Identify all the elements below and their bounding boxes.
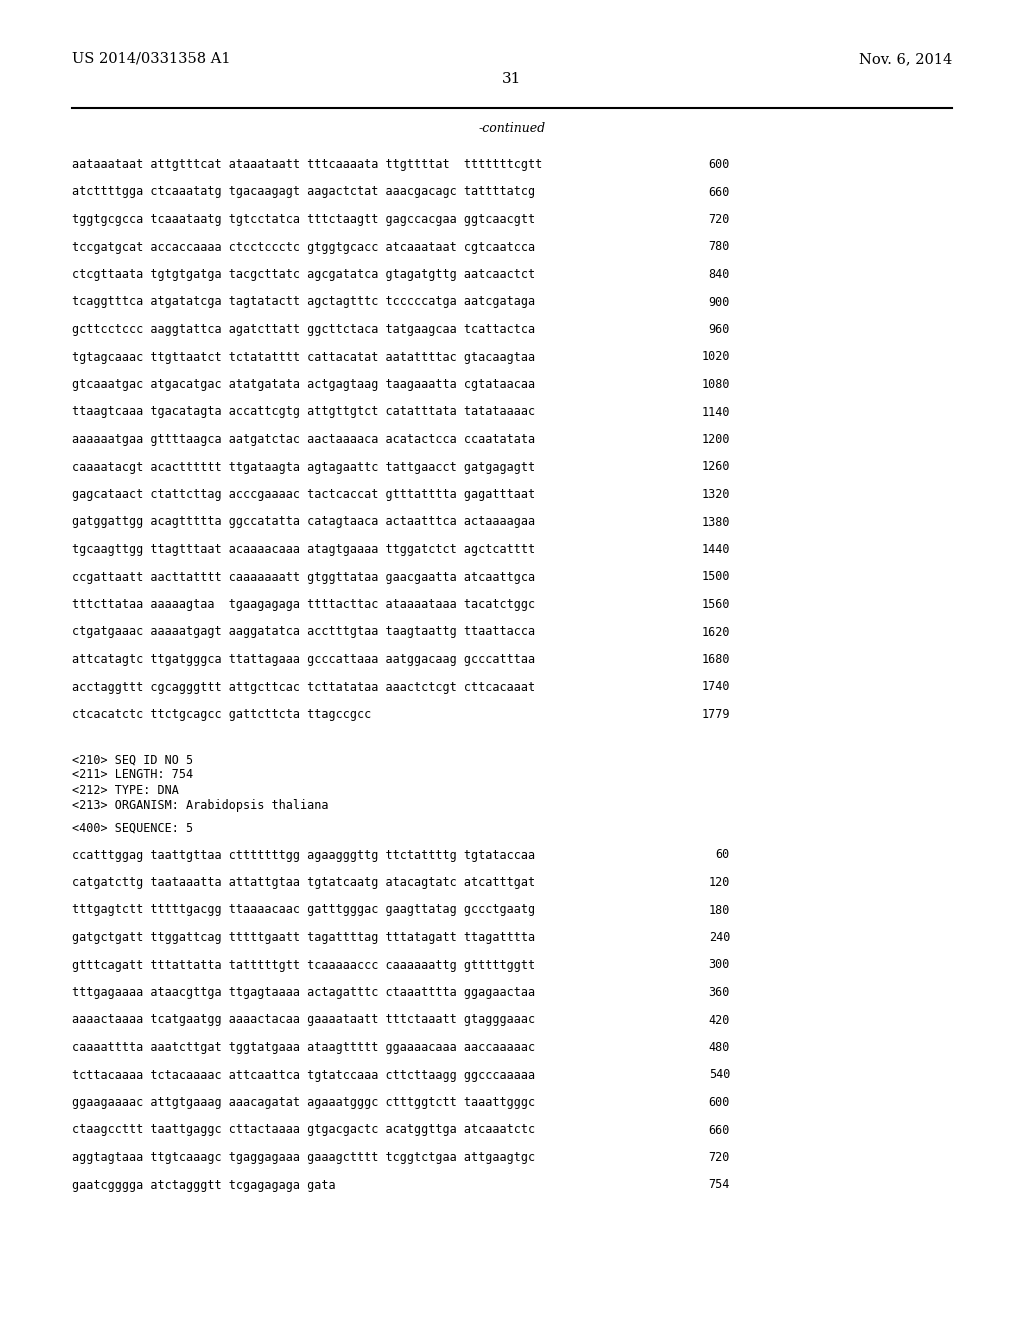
Text: gagcataact ctattcttag acccgaaaac tactcaccat gtttatttta gagatttaat: gagcataact ctattcttag acccgaaaac tactcac…: [72, 488, 536, 502]
Text: gaatcgggga atctagggtt tcgagagaga gata: gaatcgggga atctagggtt tcgagagaga gata: [72, 1179, 336, 1192]
Text: 780: 780: [709, 240, 730, 253]
Text: aaaaaatgaa gttttaagca aatgatctac aactaaaaca acatactcca ccaatatata: aaaaaatgaa gttttaagca aatgatctac aactaaa…: [72, 433, 536, 446]
Text: -continued: -continued: [478, 121, 546, 135]
Text: aataaataat attgtttcat ataaataatt tttcaaaata ttgttttat  tttttttcgtt: aataaataat attgtttcat ataaataatt tttcaaa…: [72, 158, 543, 172]
Text: 840: 840: [709, 268, 730, 281]
Text: tttgagaaaa ataacgttga ttgagtaaaa actagatttc ctaaatttta ggagaactaa: tttgagaaaa ataacgttga ttgagtaaaa actagat…: [72, 986, 536, 999]
Text: <400> SEQUENCE: 5: <400> SEQUENCE: 5: [72, 821, 194, 834]
Text: <213> ORGANISM: Arabidopsis thaliana: <213> ORGANISM: Arabidopsis thaliana: [72, 799, 329, 812]
Text: 1380: 1380: [701, 516, 730, 528]
Text: ctaagccttt taattgaggc cttactaaaa gtgacgactc acatggttga atcaaatctc: ctaagccttt taattgaggc cttactaaaa gtgacga…: [72, 1123, 536, 1137]
Text: 1320: 1320: [701, 488, 730, 502]
Text: 240: 240: [709, 931, 730, 944]
Text: tccgatgcat accaccaaaa ctcctccctc gtggtgcacc atcaaataat cgtcaatcca: tccgatgcat accaccaaaa ctcctccctc gtggtgc…: [72, 240, 536, 253]
Text: 720: 720: [709, 213, 730, 226]
Text: 1440: 1440: [701, 543, 730, 556]
Text: 1740: 1740: [701, 681, 730, 693]
Text: tcttacaaaa tctacaaaac attcaattca tgtatccaaa cttcttaagg ggcccaaaaa: tcttacaaaa tctacaaaac attcaattca tgtatcc…: [72, 1068, 536, 1081]
Text: 660: 660: [709, 186, 730, 198]
Text: ccatttggag taattgttaa ctttttttgg agaagggttg ttctattttg tgtataccaa: ccatttggag taattgttaa ctttttttgg agaaggg…: [72, 849, 536, 862]
Text: 720: 720: [709, 1151, 730, 1164]
Text: 480: 480: [709, 1041, 730, 1053]
Text: <210> SEQ ID NO 5: <210> SEQ ID NO 5: [72, 754, 194, 767]
Text: 1779: 1779: [701, 708, 730, 721]
Text: tttgagtctt tttttgacgg ttaaaacaac gatttgggac gaagttatag gccctgaatg: tttgagtctt tttttgacgg ttaaaacaac gatttgg…: [72, 903, 536, 916]
Text: 540: 540: [709, 1068, 730, 1081]
Text: tgcaagttgg ttagtttaat acaaaacaaa atagtgaaaa ttggatctct agctcatttt: tgcaagttgg ttagtttaat acaaaacaaa atagtga…: [72, 543, 536, 556]
Text: gatggattgg acagttttta ggccatatta catagtaaca actaatttca actaaaagaa: gatggattgg acagttttta ggccatatta catagta…: [72, 516, 536, 528]
Text: Nov. 6, 2014: Nov. 6, 2014: [859, 51, 952, 66]
Text: caaaatttta aaatcttgat tggtatgaaa ataagttttt ggaaaacaaa aaccaaaaac: caaaatttta aaatcttgat tggtatgaaa ataagtt…: [72, 1041, 536, 1053]
Text: acctaggttt cgcagggttt attgcttcac tcttatataa aaactctcgt cttcacaaat: acctaggttt cgcagggttt attgcttcac tcttata…: [72, 681, 536, 693]
Text: 120: 120: [709, 876, 730, 888]
Text: 1620: 1620: [701, 626, 730, 639]
Text: 31: 31: [503, 73, 521, 86]
Text: <212> TYPE: DNA: <212> TYPE: DNA: [72, 784, 179, 796]
Text: caaaatacgt acactttttt ttgataagta agtagaattc tattgaacct gatgagagtt: caaaatacgt acactttttt ttgataagta agtagaa…: [72, 461, 536, 474]
Text: 60: 60: [716, 849, 730, 862]
Text: 300: 300: [709, 958, 730, 972]
Text: 900: 900: [709, 296, 730, 309]
Text: <211> LENGTH: 754: <211> LENGTH: 754: [72, 768, 194, 781]
Text: tggtgcgcca tcaaataatg tgtcctatca tttctaagtt gagccacgaa ggtcaacgtt: tggtgcgcca tcaaataatg tgtcctatca tttctaa…: [72, 213, 536, 226]
Text: 1500: 1500: [701, 570, 730, 583]
Text: gcttcctccc aaggtattca agatcttatt ggcttctaca tatgaagcaa tcattactca: gcttcctccc aaggtattca agatcttatt ggcttct…: [72, 323, 536, 337]
Text: 600: 600: [709, 1096, 730, 1109]
Text: tttcttataa aaaaagtaa  tgaagagaga ttttacttac ataaaataaa tacatctggc: tttcttataa aaaaagtaa tgaagagaga ttttactt…: [72, 598, 536, 611]
Text: 1680: 1680: [701, 653, 730, 667]
Text: catgatcttg taataaatta attattgtaa tgtatcaatg atacagtatc atcatttgat: catgatcttg taataaatta attattgtaa tgtatca…: [72, 876, 536, 888]
Text: ctcacatctc ttctgcagcc gattcttcta ttagccgcc: ctcacatctc ttctgcagcc gattcttcta ttagccg…: [72, 708, 372, 721]
Text: gtcaaatgac atgacatgac atatgatata actgagtaag taagaaatta cgtataacaa: gtcaaatgac atgacatgac atatgatata actgagt…: [72, 378, 536, 391]
Text: US 2014/0331358 A1: US 2014/0331358 A1: [72, 51, 230, 66]
Text: 1020: 1020: [701, 351, 730, 363]
Text: gatgctgatt ttggattcag tttttgaatt tagattttag tttatagatt ttagatttta: gatgctgatt ttggattcag tttttgaatt tagattt…: [72, 931, 536, 944]
Text: 1080: 1080: [701, 378, 730, 391]
Text: ttaagtcaaa tgacatagta accattcgtg attgttgtct catatttata tatataaaac: ttaagtcaaa tgacatagta accattcgtg attgttg…: [72, 405, 536, 418]
Text: 1200: 1200: [701, 433, 730, 446]
Text: 660: 660: [709, 1123, 730, 1137]
Text: 1260: 1260: [701, 461, 730, 474]
Text: ccgattaatt aacttatttt caaaaaaatt gtggttataa gaacgaatta atcaattgca: ccgattaatt aacttatttt caaaaaaatt gtggtta…: [72, 570, 536, 583]
Text: 754: 754: [709, 1179, 730, 1192]
Text: 180: 180: [709, 903, 730, 916]
Text: 360: 360: [709, 986, 730, 999]
Text: ctcgttaata tgtgtgatga tacgcttatc agcgatatca gtagatgttg aatcaactct: ctcgttaata tgtgtgatga tacgcttatc agcgata…: [72, 268, 536, 281]
Text: 1140: 1140: [701, 405, 730, 418]
Text: tgtagcaaac ttgttaatct tctatatttt cattacatat aatattttac gtacaagtaa: tgtagcaaac ttgttaatct tctatatttt cattaca…: [72, 351, 536, 363]
Text: 600: 600: [709, 158, 730, 172]
Text: attcatagtc ttgatgggca ttattagaaa gcccattaaa aatggacaag gcccatttaa: attcatagtc ttgatgggca ttattagaaa gcccatt…: [72, 653, 536, 667]
Text: aaaactaaaa tcatgaatgg aaaactacaa gaaaataatt tttctaaatt gtagggaaac: aaaactaaaa tcatgaatgg aaaactacaa gaaaata…: [72, 1014, 536, 1027]
Text: ggaagaaaac attgtgaaag aaacagatat agaaatgggc ctttggtctt taaattgggc: ggaagaaaac attgtgaaag aaacagatat agaaatg…: [72, 1096, 536, 1109]
Text: aggtagtaaa ttgtcaaagc tgaggagaaa gaaagctttt tcggtctgaa attgaagtgc: aggtagtaaa ttgtcaaagc tgaggagaaa gaaagct…: [72, 1151, 536, 1164]
Text: ctgatgaaac aaaaatgagt aaggatatca acctttgtaa taagtaattg ttaattacca: ctgatgaaac aaaaatgagt aaggatatca acctttg…: [72, 626, 536, 639]
Text: 1560: 1560: [701, 598, 730, 611]
Text: 960: 960: [709, 323, 730, 337]
Text: atcttttgga ctcaaatatg tgacaagagt aagactctat aaacgacagc tattttatcg: atcttttgga ctcaaatatg tgacaagagt aagactc…: [72, 186, 536, 198]
Text: gtttcagatt tttattatta tatttttgtt tcaaaaaccc caaaaaattg gtttttggtt: gtttcagatt tttattatta tatttttgtt tcaaaaa…: [72, 958, 536, 972]
Text: tcaggtttca atgatatcga tagtatactt agctagtttc tcccccatga aatcgataga: tcaggtttca atgatatcga tagtatactt agctagt…: [72, 296, 536, 309]
Text: 420: 420: [709, 1014, 730, 1027]
